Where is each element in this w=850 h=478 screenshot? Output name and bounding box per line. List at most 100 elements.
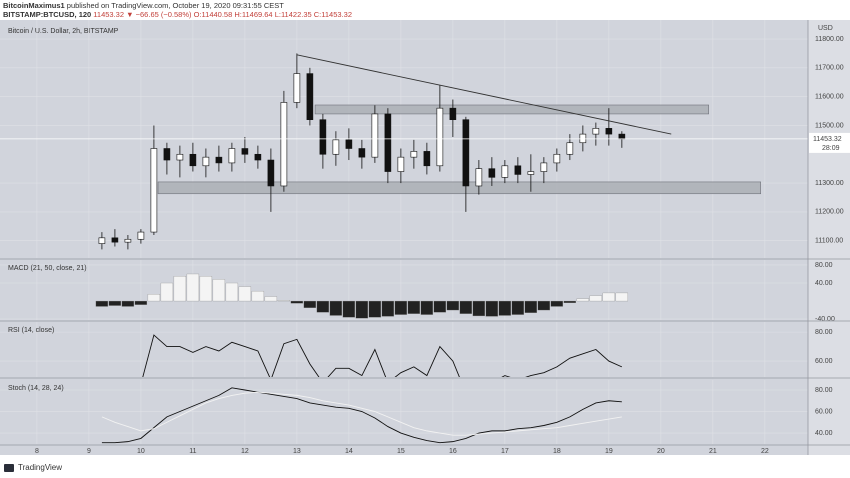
histogram-bar <box>251 290 265 302</box>
candle-body <box>306 73 314 120</box>
ohlc: C:11453.32 <box>314 10 352 19</box>
x-tick-label: 22 <box>761 448 769 455</box>
countdown: 28:09 <box>822 145 840 152</box>
header-line-2: BITSTAMP:BTCUSD, 120 11453.32 ▼ −66.65 (… <box>3 10 352 19</box>
pane <box>0 380 808 444</box>
candle-body <box>423 151 431 167</box>
price-tag <box>809 132 850 153</box>
candle-body <box>618 133 626 140</box>
candle-body <box>501 165 509 178</box>
histogram-bar <box>160 282 174 302</box>
candle-body <box>384 113 392 172</box>
y-tick-label: 11100.00 <box>815 238 843 245</box>
y-tick-label: 60.00 <box>815 358 833 365</box>
candle-body <box>605 128 613 135</box>
histogram-bar <box>212 279 226 302</box>
histogram-bar <box>147 294 161 302</box>
change: ▼ −66.65 (−0.58%) <box>126 10 192 19</box>
x-tick-label: 15 <box>397 448 405 455</box>
y-tick-label: 60.00 <box>815 408 833 415</box>
histogram-bar <box>277 300 291 302</box>
candle-body <box>228 148 236 164</box>
y-tick-label: 11300.00 <box>815 180 844 187</box>
published: published on TradingView.com, October 19… <box>67 1 285 10</box>
candle-body <box>345 139 353 149</box>
histogram-bar <box>199 276 213 302</box>
histogram-bar <box>173 276 187 302</box>
candle-body <box>189 153 197 167</box>
x-tick-label: 12 <box>241 448 249 455</box>
currency: USD <box>818 25 833 32</box>
candle-body <box>202 156 210 167</box>
indicator-line <box>101 391 622 436</box>
pane-title: RSI (14, close) <box>8 327 54 334</box>
candle-body <box>566 142 574 155</box>
candle-body <box>397 156 405 172</box>
candle-body <box>163 148 171 161</box>
zone <box>157 181 761 195</box>
candle-body <box>176 153 184 161</box>
y-tick-label: 80.00 <box>815 329 833 336</box>
candle-body <box>358 148 366 158</box>
x-tick-label: 21 <box>709 448 717 455</box>
histogram-bar <box>576 298 590 302</box>
trendline <box>296 54 672 135</box>
candle-body <box>579 133 587 144</box>
chart-title: Bitcoin / U.S. Dollar, 2h, BITSTAMP <box>8 28 119 35</box>
histogram-bar <box>446 300 460 311</box>
histogram-bar <box>108 300 122 306</box>
ohlc: O:11440.58 <box>194 10 233 19</box>
histogram-bar <box>459 300 473 314</box>
author: BitcoinMaximus1 <box>3 1 65 10</box>
candle-body <box>462 119 470 187</box>
x-tick-label: 10 <box>137 448 145 455</box>
candle-body <box>111 237 119 243</box>
candle-body <box>98 237 106 244</box>
histogram-bar <box>225 282 239 302</box>
candle-body <box>293 73 301 103</box>
candle-body <box>319 119 327 155</box>
y-tick-label: 11200.00 <box>815 209 844 216</box>
histogram-bar <box>394 300 408 315</box>
x-tick-label: 14 <box>345 448 353 455</box>
histogram-bar <box>238 286 252 302</box>
histogram-bar <box>407 300 421 314</box>
indicator-line <box>142 334 623 377</box>
candle-body <box>488 168 496 178</box>
y-tick-label: 11800.00 <box>815 36 844 43</box>
footer-brand: TradingView <box>18 463 62 472</box>
histogram-bar <box>485 300 499 317</box>
x-tick-label: 8 <box>35 448 39 455</box>
candle-body <box>475 168 483 187</box>
y-tick-label: -40.00 <box>815 316 835 323</box>
y-tick-label: 11700.00 <box>815 65 844 72</box>
symbol: BITSTAMP:BTCUSD, 120 <box>3 10 91 19</box>
candle-body <box>137 231 145 240</box>
header-line-1: BitcoinMaximus1 published on TradingView… <box>3 1 284 10</box>
histogram-bar <box>290 300 304 304</box>
histogram-bar <box>498 300 512 316</box>
histogram-bar <box>316 300 330 313</box>
histogram-bar <box>563 300 577 304</box>
candle-body <box>280 102 288 187</box>
candle-body <box>436 107 444 167</box>
pane <box>0 322 808 377</box>
candle-body <box>592 128 600 135</box>
candle-body <box>371 113 379 158</box>
pane-title: Stoch (14, 28, 24) <box>8 385 64 392</box>
x-tick-label: 11 <box>189 448 196 455</box>
ohlc: L:11422.35 <box>275 10 312 19</box>
candle-body <box>514 165 522 175</box>
x-tick-label: 9 <box>87 448 91 455</box>
axis-background <box>808 20 850 455</box>
candle-body <box>124 238 132 243</box>
candle-body <box>215 156 223 164</box>
candle-body <box>527 171 535 175</box>
pane <box>0 260 808 320</box>
y-tick-label: 40.00 <box>815 430 833 437</box>
x-tick-label: 17 <box>501 448 509 455</box>
histogram-bar <box>121 300 135 307</box>
histogram-bar <box>550 300 564 307</box>
histogram-bar <box>537 300 551 311</box>
